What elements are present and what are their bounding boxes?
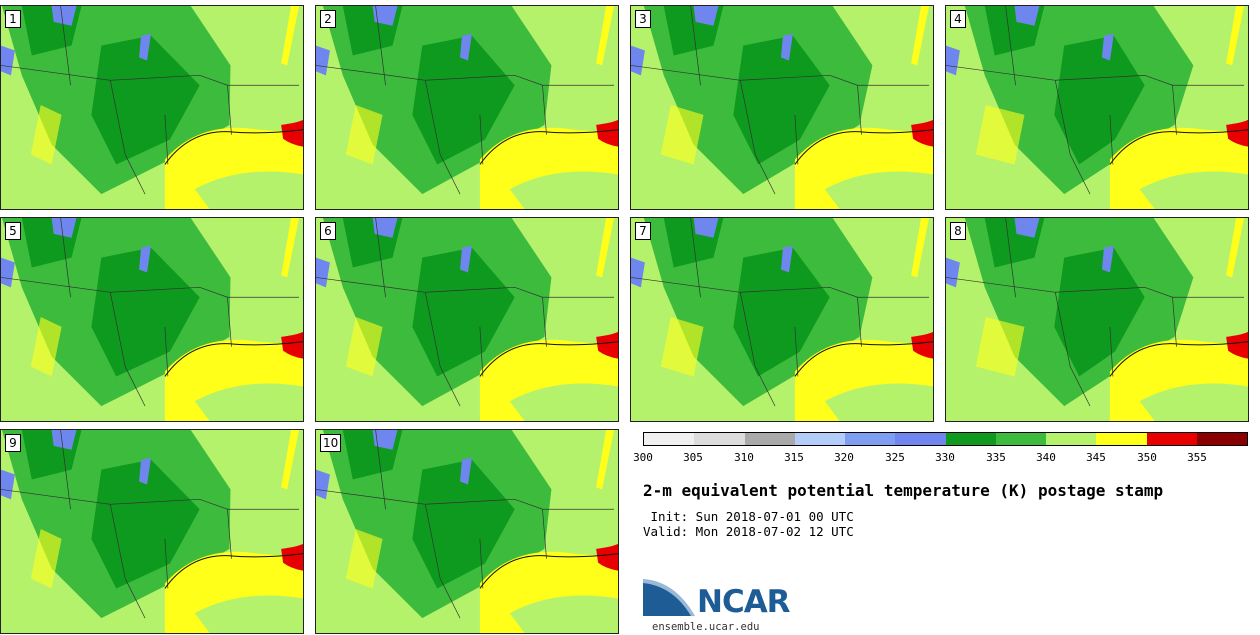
colorbar-tick: 320: [834, 451, 854, 464]
colorbar-swatch: [1046, 433, 1097, 445]
colorbar-swatch: [794, 433, 845, 445]
stamp-panel-4: 4: [945, 5, 1249, 210]
panel-number: 4: [950, 10, 966, 28]
stamp-panel-6: 6: [315, 217, 619, 422]
colorbar-tick: 310: [734, 451, 754, 464]
colorbar-swatch: [744, 433, 795, 445]
ncar-logo-icon: [643, 579, 695, 616]
colorbar-swatch: [1196, 433, 1247, 445]
map-field: [316, 430, 618, 633]
colorbar-swatch: [1096, 433, 1147, 445]
panel-number: 1: [5, 10, 21, 28]
colorbar-tick: 350: [1137, 451, 1157, 464]
stamp-panel-5: 5: [0, 217, 304, 422]
map-field: [1, 218, 303, 421]
panel-number: 7: [635, 222, 651, 240]
colorbar-swatch: [945, 433, 996, 445]
colorbar-tick: 305: [683, 451, 703, 464]
map-field: [946, 218, 1248, 421]
panel-number: 5: [5, 222, 21, 240]
panel-number: 2: [320, 10, 336, 28]
map-field: [946, 6, 1248, 209]
stamp-panel-7: 7: [630, 217, 934, 422]
map-field: [631, 218, 933, 421]
stamp-panel-10: 10: [315, 429, 619, 634]
colorbar-tick: 330: [935, 451, 955, 464]
logo-text: NCAR: [697, 584, 791, 620]
map-field: [316, 6, 618, 209]
colorbar-swatch: [1146, 433, 1197, 445]
panel-number: 10: [320, 434, 342, 452]
colorbar-swatch: [895, 433, 946, 445]
map-field: [1, 430, 303, 633]
colorbar-tick: 335: [986, 451, 1006, 464]
stamp-panel-3: 3: [630, 5, 934, 210]
init-time: Init: Sun 2018-07-01 00 UTC: [643, 509, 854, 524]
colorbar-tick: 325: [885, 451, 905, 464]
colorbar-tick: 345: [1086, 451, 1106, 464]
colorbar-tick: 340: [1036, 451, 1056, 464]
panel-number: 9: [5, 434, 21, 452]
panel-number: 8: [950, 222, 966, 240]
logo-url: ensemble.ucar.edu: [652, 621, 760, 633]
stamp-panel-1: 1: [0, 5, 304, 210]
colorbar-tick: 355: [1187, 451, 1207, 464]
stamp-panel-2: 2: [315, 5, 619, 210]
map-field: [316, 218, 618, 421]
map-field: [631, 6, 933, 209]
panel-number: 6: [320, 222, 336, 240]
map-field: [1, 6, 303, 209]
colorbar-tick: 300: [633, 451, 653, 464]
stamp-panel-9: 9: [0, 429, 304, 634]
valid-time: Valid: Mon 2018-07-02 12 UTC: [643, 524, 854, 539]
colorbar-swatch: [644, 433, 695, 445]
stamp-panel-8: 8: [945, 217, 1249, 422]
colorbar: [643, 432, 1248, 446]
colorbar-tick: 315: [784, 451, 804, 464]
panel-number: 3: [635, 10, 651, 28]
colorbar-swatch: [694, 433, 745, 445]
colorbar-swatch: [845, 433, 896, 445]
plot-title: 2-m equivalent potential temperature (K)…: [643, 481, 1164, 500]
colorbar-swatch: [995, 433, 1046, 445]
